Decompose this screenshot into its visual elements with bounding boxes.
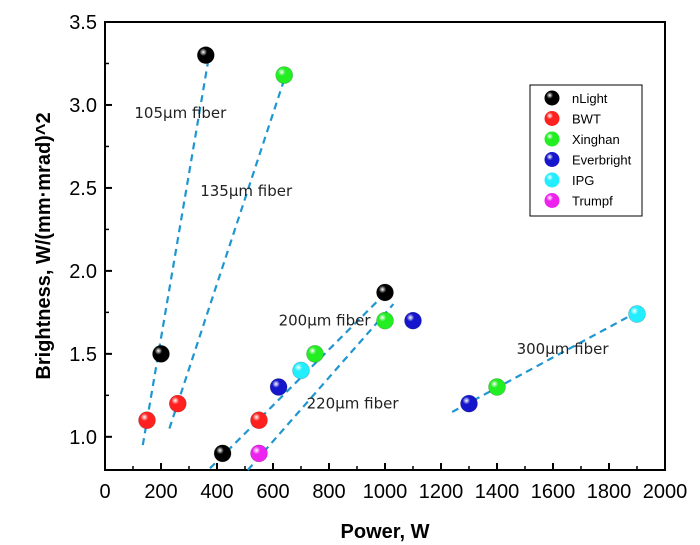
legend-label: nLight: [572, 91, 608, 106]
x-axis: 0 200 400 600 800 1000 1200 1400 1600 1800 2000: [99, 463, 687, 503]
y-tick-label: 1.5: [69, 344, 97, 366]
data-points: [138, 46, 646, 463]
fit-line-label: 200µm fiber: [279, 312, 372, 330]
fit-line: [168, 66, 290, 429]
data-point-xinghan: [488, 378, 506, 396]
data-point-bwt: [250, 411, 268, 430]
data-point-nlight: [376, 283, 394, 302]
legend-label: Xinghan: [572, 132, 620, 147]
x-tick-label: 1400: [475, 481, 520, 503]
legend-marker: [544, 193, 560, 208]
y-tick-label: 3.0: [69, 95, 97, 117]
legend-marker: [544, 90, 560, 106]
x-tick-label: 1200: [419, 481, 464, 503]
fit-line: [141, 50, 212, 446]
fit-line-label: 135µm fiber: [200, 182, 293, 200]
data-point-everbright: [460, 394, 478, 413]
x-tick-label: 1000: [363, 481, 408, 503]
legend-marker: [544, 172, 560, 188]
data-point-nlight: [197, 46, 215, 64]
legend-marker: [544, 131, 560, 147]
data-point-nlight: [152, 345, 170, 363]
fit-lines: [141, 50, 644, 471]
x-tick-label: 1600: [531, 481, 576, 503]
data-point-xinghan: [306, 345, 324, 363]
legend-label: Trumpf: [572, 194, 613, 209]
legend-marker: [544, 152, 560, 167]
x-tick-label: 800: [312, 481, 345, 503]
x-tick-label: 0: [99, 481, 110, 503]
x-tick-label: 600: [256, 481, 289, 503]
data-point-trumpf: [250, 444, 268, 463]
data-point-ipg: [628, 305, 646, 323]
data-point-everbright: [269, 378, 288, 396]
y-tick-label: 2.0: [69, 261, 97, 283]
y-axis-title: Brightness, W/(mm·mrad)^2: [33, 112, 55, 379]
x-tick-label: 400: [200, 481, 233, 503]
legend-label: Everbright: [572, 153, 632, 168]
fit-line-label: 220µm fiber: [307, 395, 400, 413]
fit-line: [209, 290, 389, 470]
x-tick-label: 2000: [643, 481, 688, 503]
fit-line-label: 300µm fiber: [517, 340, 610, 358]
data-point-nlight: [213, 444, 232, 463]
legend-label: BWT: [572, 112, 601, 127]
legend: nLight BWT Xinghan Everbright IPG Trumpf: [529, 84, 643, 217]
data-point-ipg: [292, 361, 310, 380]
data-point-everbright: [404, 311, 422, 330]
fit-line: [246, 303, 395, 471]
data-point-xinghan: [376, 311, 394, 330]
x-axis-title: Power, W: [341, 521, 430, 543]
data-point-bwt: [138, 411, 156, 430]
legend-marker: [544, 111, 560, 126]
y-tick-label: 3.5: [69, 12, 97, 34]
fit-annotations: 105µm fiber 135µm fiber 200µm fiber 220µm f…: [134, 104, 609, 412]
legend-label: IPG: [572, 173, 594, 188]
fit-line-label: 105µm fiber: [134, 104, 227, 122]
fit-line: [451, 308, 644, 413]
data-point-bwt: [169, 394, 187, 413]
x-tick-label: 200: [144, 481, 177, 503]
y-tick-label: 1.0: [69, 427, 97, 449]
x-tick-label: 1800: [587, 481, 632, 503]
y-tick-label: 2.5: [69, 178, 97, 200]
y-axis: 1.0 1.5 2.0 2.5 3.0 3.5: [69, 12, 112, 449]
data-point-xinghan: [275, 66, 294, 84]
